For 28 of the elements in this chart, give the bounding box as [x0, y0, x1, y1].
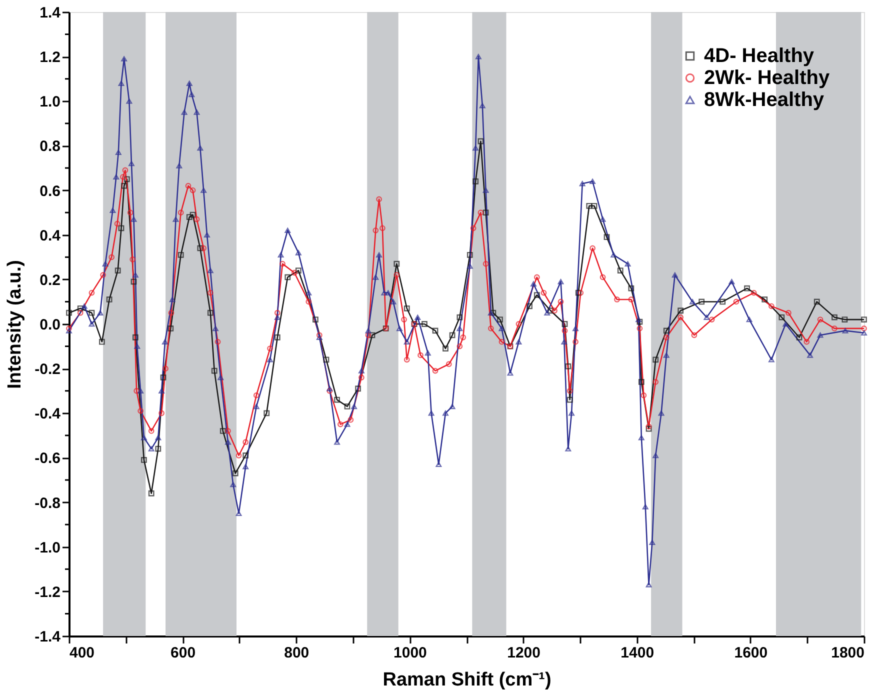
y-tick-label: 0.2 — [40, 272, 60, 289]
y-tick-label: 0.8 — [40, 138, 60, 156]
y-tick-label: -0.4 — [34, 406, 62, 423]
y-tick-label: 0.4 — [40, 227, 62, 244]
y-tick-label: -1.4 — [34, 628, 62, 646]
y-tick-label: -1.2 — [34, 584, 60, 601]
y-tick-label: -0.2 — [34, 361, 60, 378]
x-tick-label: 400 — [70, 644, 95, 662]
x-tick-label: 1800 — [831, 644, 864, 662]
y-tick-label: 1.2 — [40, 49, 60, 66]
y-tick-label: 0.0 — [40, 316, 60, 334]
x-tick-label: 1400 — [620, 644, 654, 662]
y-tick-label: 1.4 — [40, 4, 62, 22]
legend-label: 2Wk- Healthy — [704, 67, 830, 89]
legend-label: 4D- Healthy — [704, 45, 815, 67]
y-tick-label: 1.0 — [40, 94, 60, 111]
x-tick-label: 600 — [170, 644, 196, 662]
y-axis-title: Intensity (a.u.) — [4, 260, 26, 389]
x-tick-label: 1200 — [507, 644, 540, 662]
x-axis-title: Raman Shift (cm⁻¹) — [382, 670, 552, 690]
x-tick-label: 1600 — [734, 644, 768, 662]
x-tick-label: 1000 — [394, 644, 427, 662]
y-tick-label: 0.6 — [40, 182, 60, 200]
legend-label: 8Wk-Healthy — [704, 89, 825, 111]
y-tick-label: -0.8 — [34, 494, 60, 512]
y-tick-label: -1.0 — [34, 539, 60, 556]
x-tick-label: 800 — [284, 644, 310, 662]
y-tick-label: -0.6 — [34, 450, 60, 468]
